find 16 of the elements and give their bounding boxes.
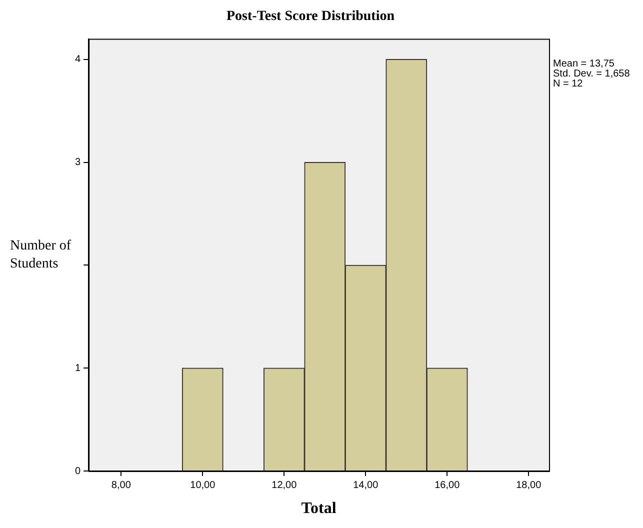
y-tick-label: 4 <box>75 54 81 66</box>
y-tick-label: 1 <box>75 362 81 374</box>
text: N = 12 <box>553 78 584 90</box>
y-axis-title: Number of Students <box>10 238 72 272</box>
x-axis-title: Total <box>301 500 337 518</box>
x-tick-label: 16,00 <box>434 480 460 491</box>
x-tick-label: 18,00 <box>516 480 542 491</box>
x-tick-label: 14,00 <box>353 480 379 491</box>
x-tick-label: 10,00 <box>190 480 216 491</box>
x-tick-label: 12,00 <box>272 480 298 491</box>
y-tick-label: 3 <box>75 157 81 168</box>
x-tick-label: 8,00 <box>111 480 132 491</box>
text: Mean = 13,75 <box>553 58 615 70</box>
text: Std. Dev. = 1,658 <box>553 68 630 80</box>
chart-title: Post-Test Score Distribution <box>226 9 395 24</box>
y-tick-label: 0 <box>75 466 81 477</box>
